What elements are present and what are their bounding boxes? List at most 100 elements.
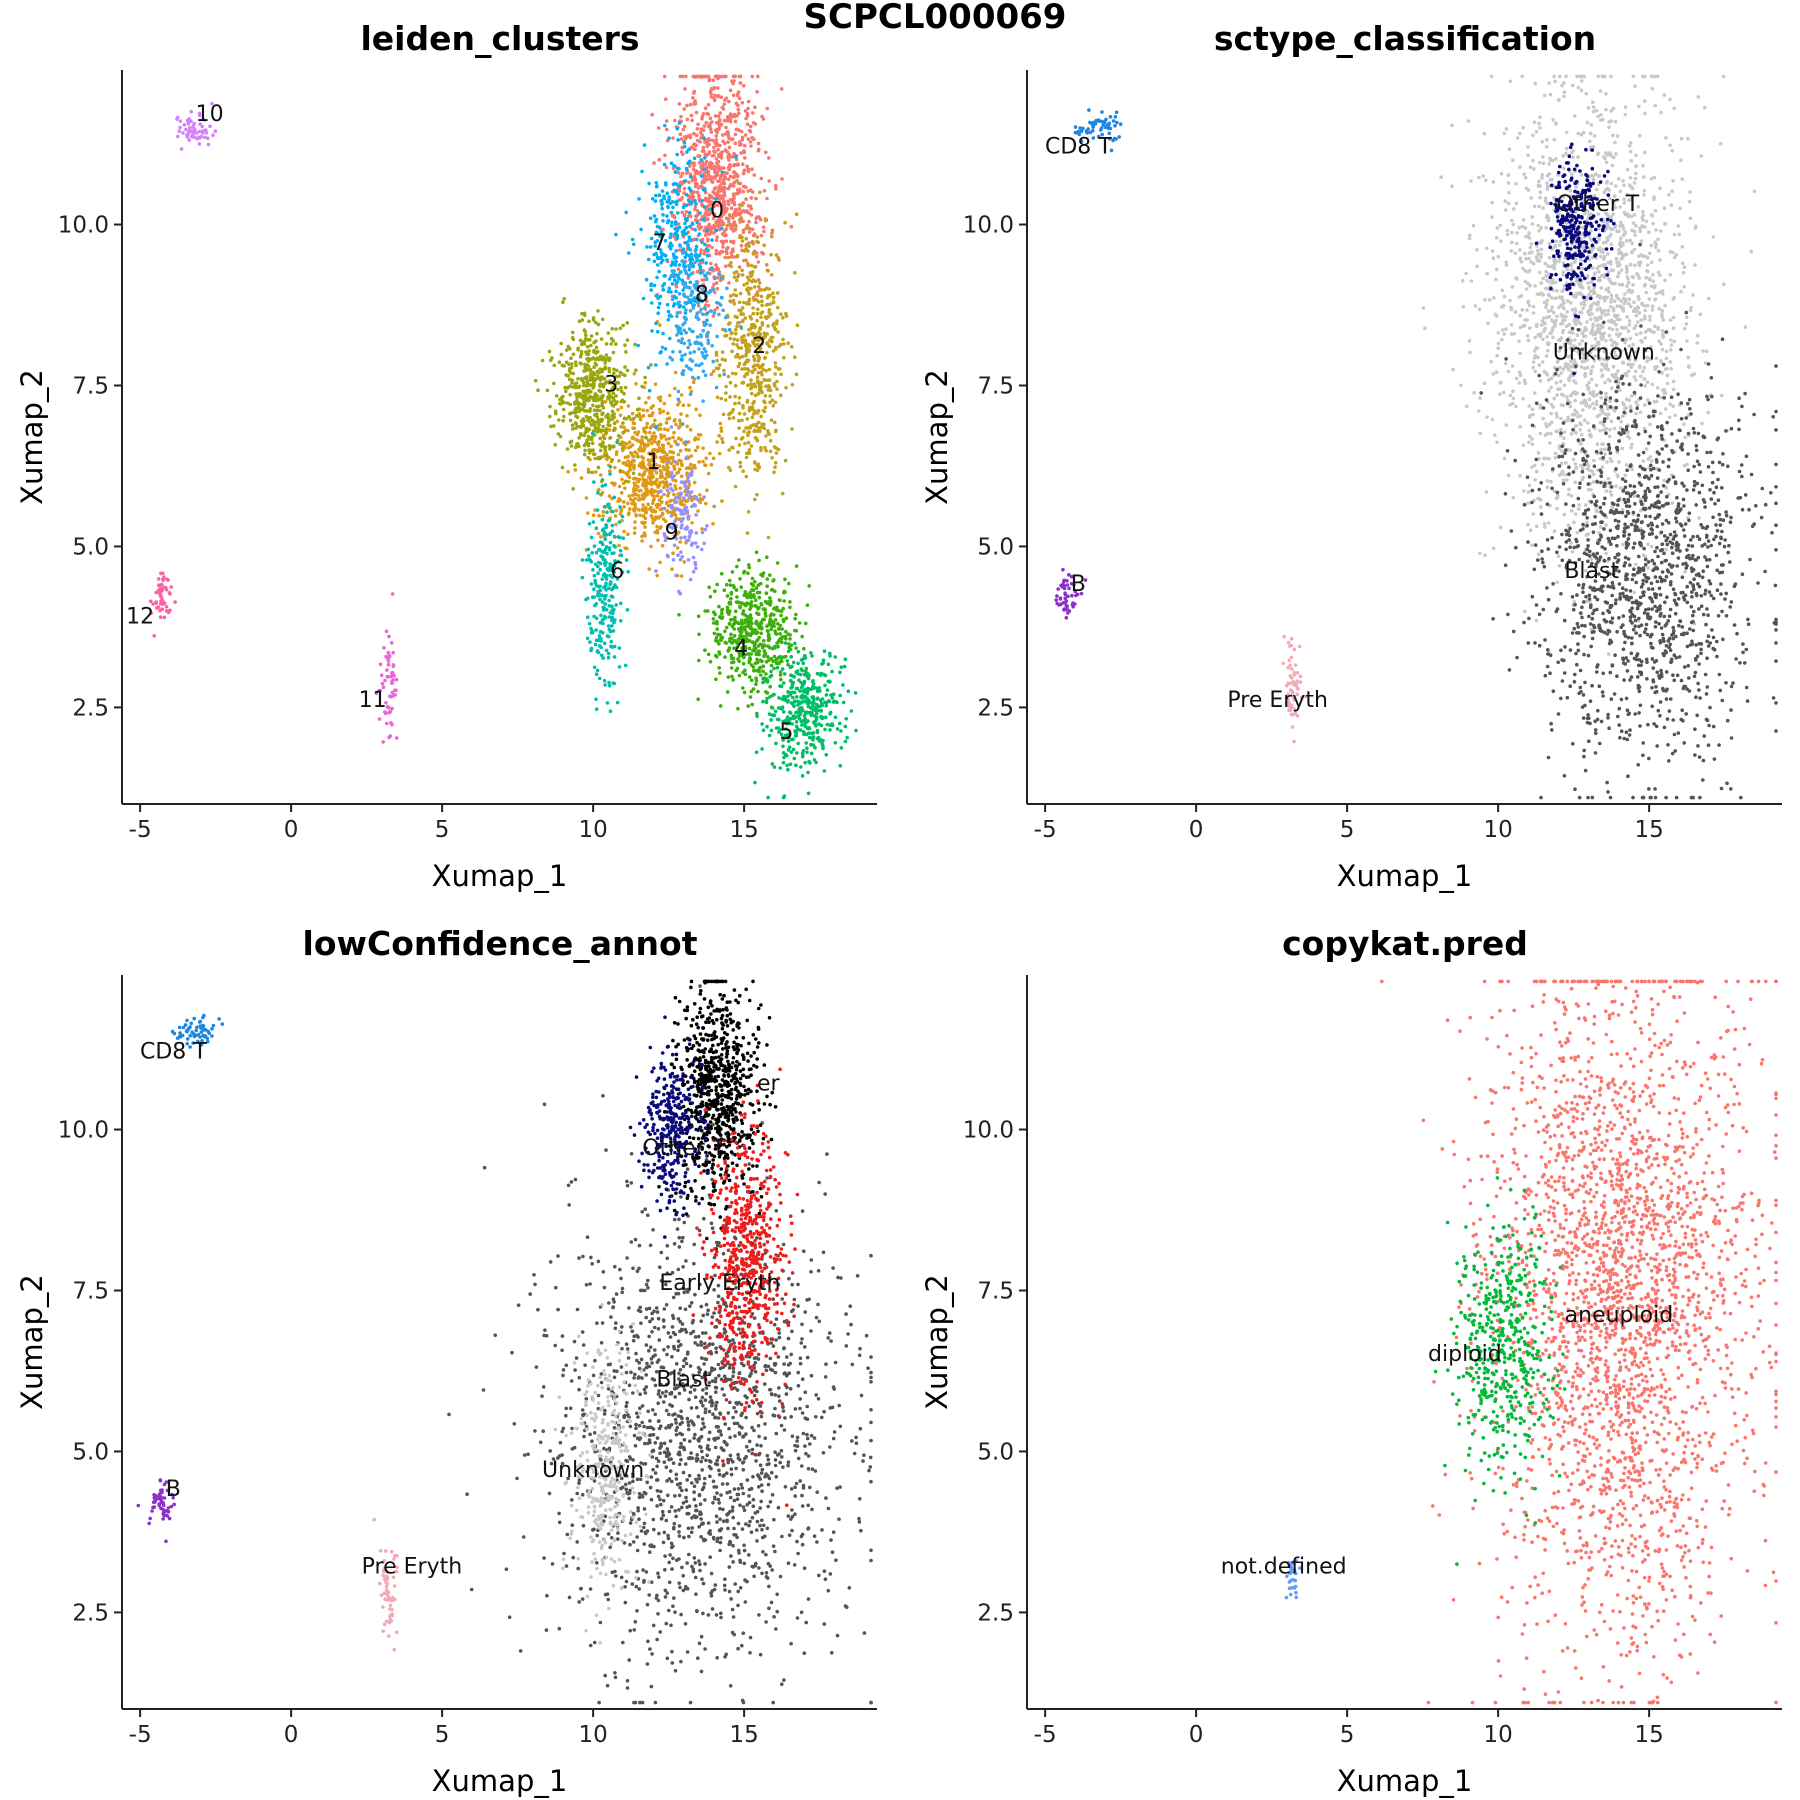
point — [705, 111, 709, 116]
point — [568, 393, 572, 397]
point — [749, 663, 754, 667]
point — [658, 526, 662, 530]
point — [627, 440, 632, 445]
point — [774, 253, 779, 257]
point — [701, 459, 705, 464]
point — [743, 441, 747, 446]
point — [553, 443, 558, 447]
point — [712, 621, 716, 625]
point — [823, 700, 827, 704]
point — [768, 388, 773, 393]
point — [750, 576, 755, 581]
point — [666, 309, 671, 314]
point — [762, 422, 766, 427]
point — [776, 447, 781, 452]
point — [609, 336, 614, 341]
x-tick-label: 5 — [435, 817, 450, 843]
point — [774, 187, 778, 191]
point — [602, 532, 607, 537]
point — [607, 680, 611, 685]
point — [754, 676, 758, 680]
point — [706, 471, 711, 476]
point — [573, 410, 578, 415]
point — [607, 634, 611, 639]
point — [688, 428, 693, 432]
point — [1576, 155, 1580, 159]
point — [679, 536, 683, 540]
point — [730, 674, 734, 679]
point — [727, 646, 732, 650]
point — [746, 440, 751, 445]
point — [793, 628, 797, 633]
point — [570, 330, 575, 335]
point — [680, 210, 684, 215]
point — [703, 273, 707, 278]
point — [655, 524, 659, 529]
point — [765, 624, 769, 628]
point — [704, 121, 708, 125]
point — [575, 442, 580, 446]
point — [1642, 365, 1647, 370]
point — [162, 575, 166, 579]
point — [818, 689, 822, 693]
point — [823, 683, 827, 688]
point — [582, 369, 586, 373]
point — [191, 123, 195, 128]
point — [697, 460, 701, 464]
point — [704, 501, 708, 506]
point — [807, 735, 812, 740]
point — [689, 367, 693, 372]
point — [184, 127, 188, 132]
point — [729, 618, 733, 622]
point — [610, 587, 614, 592]
point — [630, 237, 635, 242]
point — [1639, 331, 1643, 335]
point — [806, 770, 810, 775]
point — [565, 401, 570, 405]
point — [703, 188, 707, 192]
point — [739, 346, 744, 350]
point — [667, 277, 672, 281]
point — [738, 181, 743, 186]
point — [704, 231, 709, 235]
point — [1545, 431, 1550, 436]
point — [776, 330, 780, 334]
point — [767, 156, 771, 160]
point — [617, 484, 622, 489]
point — [1579, 432, 1584, 437]
point — [793, 271, 797, 275]
point — [739, 151, 743, 155]
point — [676, 553, 680, 557]
point — [783, 577, 787, 582]
point — [703, 242, 707, 247]
point — [645, 421, 649, 426]
point — [670, 567, 674, 571]
point — [714, 366, 719, 371]
point — [781, 337, 785, 342]
point — [658, 507, 663, 512]
point — [382, 646, 386, 650]
point — [586, 470, 591, 474]
point — [742, 374, 747, 379]
point — [677, 263, 682, 267]
point — [773, 709, 778, 714]
point — [387, 735, 391, 740]
point — [697, 193, 701, 198]
point — [684, 493, 689, 497]
point — [774, 183, 778, 188]
point — [750, 135, 754, 140]
point — [753, 780, 757, 785]
point — [702, 136, 706, 140]
point — [691, 570, 696, 574]
point — [568, 371, 573, 375]
point — [817, 686, 821, 690]
point — [677, 271, 682, 275]
point — [626, 459, 630, 463]
point — [611, 350, 616, 355]
point — [649, 492, 653, 496]
cluster-label: 9 — [665, 521, 679, 546]
point — [677, 425, 681, 430]
point — [710, 238, 714, 242]
point — [726, 374, 731, 379]
point — [781, 316, 785, 320]
